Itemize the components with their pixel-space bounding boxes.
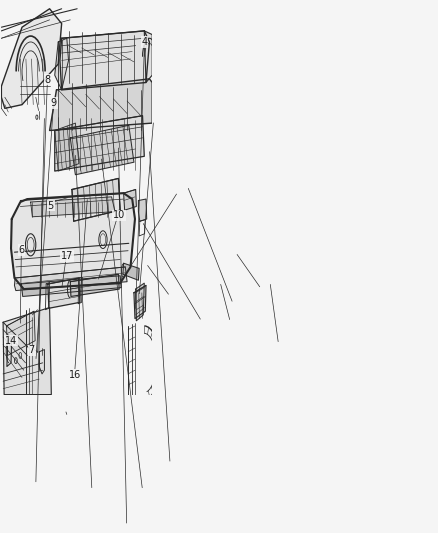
- Polygon shape: [138, 199, 147, 221]
- Polygon shape: [14, 267, 127, 290]
- Polygon shape: [3, 308, 51, 394]
- Text: 6: 6: [18, 245, 25, 255]
- Polygon shape: [31, 197, 115, 217]
- Polygon shape: [70, 125, 134, 175]
- Polygon shape: [55, 116, 144, 171]
- Polygon shape: [70, 274, 119, 296]
- Polygon shape: [55, 123, 79, 171]
- Text: 9: 9: [51, 98, 57, 108]
- Text: 10: 10: [113, 211, 125, 220]
- Polygon shape: [49, 79, 152, 131]
- Text: 17: 17: [60, 251, 73, 261]
- Text: 16: 16: [69, 369, 81, 379]
- Text: 7: 7: [28, 345, 35, 356]
- Text: 14: 14: [4, 336, 17, 346]
- Polygon shape: [144, 31, 152, 83]
- Text: 4: 4: [141, 37, 148, 47]
- Polygon shape: [55, 38, 68, 90]
- Polygon shape: [72, 179, 120, 221]
- Polygon shape: [11, 193, 135, 289]
- Text: 8: 8: [45, 75, 50, 85]
- Polygon shape: [60, 31, 149, 90]
- Polygon shape: [21, 276, 121, 296]
- Polygon shape: [48, 278, 80, 308]
- Polygon shape: [123, 263, 139, 280]
- Text: 5: 5: [47, 201, 54, 211]
- Polygon shape: [124, 190, 136, 210]
- Polygon shape: [7, 311, 35, 356]
- Polygon shape: [1, 9, 62, 108]
- Polygon shape: [134, 285, 146, 319]
- Polygon shape: [136, 283, 144, 321]
